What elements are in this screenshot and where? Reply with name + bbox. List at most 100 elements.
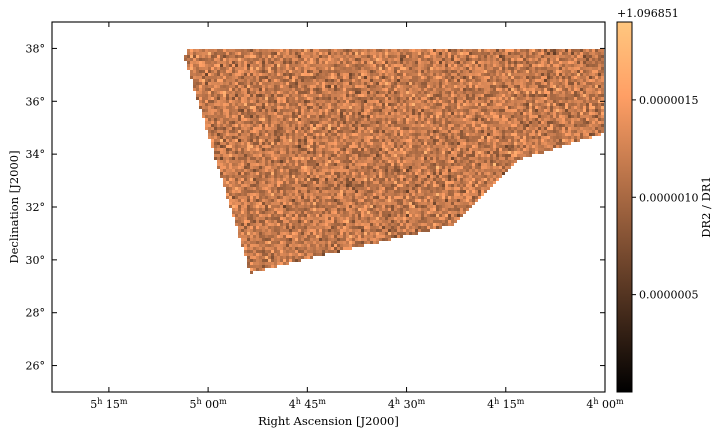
heatmap-cell bbox=[559, 124, 562, 127]
heatmap-cell bbox=[496, 82, 499, 85]
heatmap-cell bbox=[595, 115, 598, 118]
heatmap-cell bbox=[505, 103, 508, 106]
heatmap-cell bbox=[508, 112, 511, 115]
heatmap-cell bbox=[400, 121, 403, 124]
heatmap-cell bbox=[460, 106, 463, 109]
heatmap-cell bbox=[370, 94, 373, 97]
heatmap-cell bbox=[490, 97, 493, 100]
heatmap-cell bbox=[562, 82, 565, 85]
heatmap-cell bbox=[316, 148, 319, 151]
heatmap-cell bbox=[460, 145, 463, 148]
heatmap-cell bbox=[487, 67, 490, 70]
heatmap-cell bbox=[379, 55, 382, 58]
heatmap-cell bbox=[268, 118, 271, 121]
heatmap-cell bbox=[352, 133, 355, 136]
heatmap-cell bbox=[409, 106, 412, 109]
heatmap-cell bbox=[559, 130, 562, 133]
heatmap-cell bbox=[565, 136, 568, 139]
heatmap-cell bbox=[223, 109, 226, 112]
heatmap-cell bbox=[577, 130, 580, 133]
heatmap-cell bbox=[457, 136, 460, 139]
heatmap-cell bbox=[460, 127, 463, 130]
heatmap-cell bbox=[199, 55, 202, 58]
heatmap-cell bbox=[355, 79, 358, 82]
heatmap-cell bbox=[352, 136, 355, 139]
heatmap-cell bbox=[364, 133, 367, 136]
heatmap-cell bbox=[259, 115, 262, 118]
heatmap-cell bbox=[514, 124, 517, 127]
heatmap-cell bbox=[463, 52, 466, 55]
heatmap-cell bbox=[289, 88, 292, 91]
heatmap-cell bbox=[199, 94, 202, 97]
heatmap-cell bbox=[388, 118, 391, 121]
heatmap-cell bbox=[295, 103, 298, 106]
heatmap-cell bbox=[496, 85, 499, 88]
heatmap-cell bbox=[436, 121, 439, 124]
heatmap-cell bbox=[472, 52, 475, 55]
heatmap-cell bbox=[346, 133, 349, 136]
heatmap-cell bbox=[409, 121, 412, 124]
heatmap-cell bbox=[412, 55, 415, 58]
heatmap-cell bbox=[436, 118, 439, 121]
heatmap-cell bbox=[217, 76, 220, 79]
heatmap-cell bbox=[376, 118, 379, 121]
heatmap-cell bbox=[430, 124, 433, 127]
heatmap-cell bbox=[307, 112, 310, 115]
heatmap-cell bbox=[208, 112, 211, 115]
heatmap-cell bbox=[406, 91, 409, 94]
heatmap-cell bbox=[574, 106, 577, 109]
heatmap-cell bbox=[274, 133, 277, 136]
heatmap-cell bbox=[595, 118, 598, 121]
heatmap-cell bbox=[400, 106, 403, 109]
heatmap-cell bbox=[430, 91, 433, 94]
heatmap-cell bbox=[256, 139, 259, 142]
heatmap-cell bbox=[529, 94, 532, 97]
heatmap-cell bbox=[307, 58, 310, 61]
heatmap-cell bbox=[529, 145, 532, 148]
heatmap-cell bbox=[514, 100, 517, 103]
heatmap-cell bbox=[466, 136, 469, 139]
heatmap-cell bbox=[232, 67, 235, 70]
heatmap-cell bbox=[292, 58, 295, 61]
heatmap-cell bbox=[283, 100, 286, 103]
heatmap-cell bbox=[265, 124, 268, 127]
heatmap-cell bbox=[304, 133, 307, 136]
heatmap-cell bbox=[526, 100, 529, 103]
heatmap-cell bbox=[301, 112, 304, 115]
heatmap-cell bbox=[340, 124, 343, 127]
heatmap-cell bbox=[331, 103, 334, 106]
heatmap-cell bbox=[457, 91, 460, 94]
heatmap-cell bbox=[289, 64, 292, 67]
heatmap-cell bbox=[346, 151, 349, 154]
heatmap-cell bbox=[562, 103, 565, 106]
heatmap-cell bbox=[274, 73, 277, 76]
heatmap-cell bbox=[325, 73, 328, 76]
heatmap-cell bbox=[463, 130, 466, 133]
heatmap-cell bbox=[286, 64, 289, 67]
heatmap-cell bbox=[454, 94, 457, 97]
heatmap-cell bbox=[229, 148, 232, 151]
heatmap-cell bbox=[271, 109, 274, 112]
heatmap-cell bbox=[418, 109, 421, 112]
heatmap-cell bbox=[511, 91, 514, 94]
heatmap-cell bbox=[466, 76, 469, 79]
heatmap-cell bbox=[364, 94, 367, 97]
heatmap-cell bbox=[436, 148, 439, 151]
heatmap-cell bbox=[601, 124, 604, 127]
heatmap-cell bbox=[316, 136, 319, 139]
heatmap-cell bbox=[508, 52, 511, 55]
heatmap-cell bbox=[211, 124, 214, 127]
heatmap-cell bbox=[382, 82, 385, 85]
heatmap-cell bbox=[247, 85, 250, 88]
heatmap-cell bbox=[325, 136, 328, 139]
heatmap-cell bbox=[253, 49, 256, 52]
heatmap-cell bbox=[220, 118, 223, 121]
heatmap-cell bbox=[451, 145, 454, 148]
heatmap-cell bbox=[484, 58, 487, 61]
heatmap-cell bbox=[205, 112, 208, 115]
heatmap-cell bbox=[589, 82, 592, 85]
heatmap-cell bbox=[484, 157, 487, 160]
heatmap-cell bbox=[421, 97, 424, 100]
heatmap-cell bbox=[235, 163, 238, 166]
heatmap-cell bbox=[286, 97, 289, 100]
